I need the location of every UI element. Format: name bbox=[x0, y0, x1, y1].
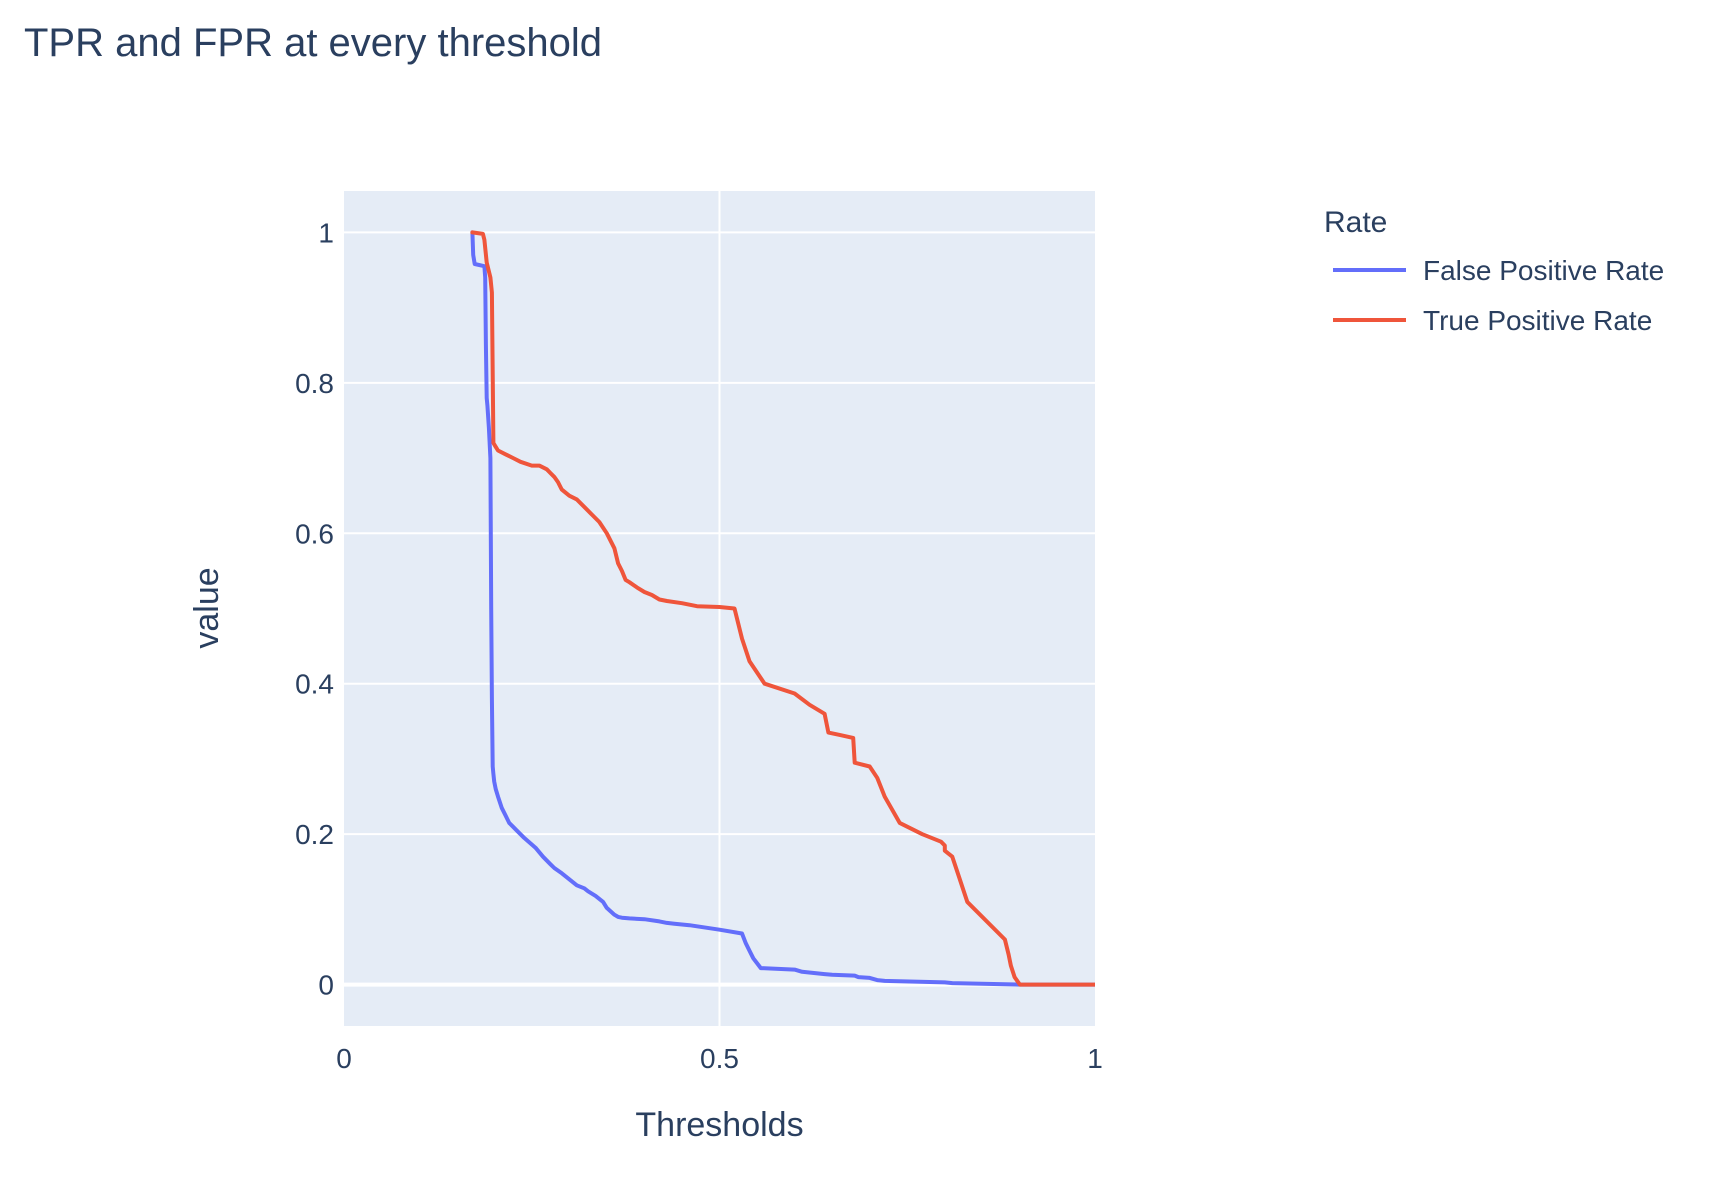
legend-label: False Positive Rate bbox=[1423, 255, 1664, 286]
series-line bbox=[470, 230, 1095, 987]
y-tick-label: 0 bbox=[318, 970, 334, 1001]
y-tick-label: 0.4 bbox=[295, 669, 334, 700]
x-tick-label: 0 bbox=[336, 1043, 352, 1074]
legend-items: False Positive Rate True Positive Rate bbox=[1333, 255, 1664, 336]
x-tick-label: 0.5 bbox=[700, 1043, 739, 1074]
y-tick-label: 1 bbox=[318, 217, 334, 248]
x-tick-label: 1 bbox=[1087, 1043, 1103, 1074]
legend-title: Rate bbox=[1324, 206, 1387, 239]
y-axis-title: value bbox=[188, 567, 226, 648]
y-tick-label: 0.6 bbox=[295, 518, 334, 549]
y-tick-label: 0.2 bbox=[295, 819, 334, 850]
y-tick-label: 0.8 bbox=[295, 368, 334, 399]
legend-label: True Positive Rate bbox=[1423, 305, 1652, 336]
chart-title: TPR and FPR at every threshold bbox=[24, 21, 602, 65]
x-tick-labels: 0 0.5 1 bbox=[336, 1043, 1103, 1074]
series-line bbox=[470, 230, 1095, 987]
series-lines bbox=[470, 230, 1095, 987]
legend: Rate False Positive Rate True Positive Ra… bbox=[1324, 206, 1664, 336]
x-axis-title: Thresholds bbox=[635, 1106, 803, 1144]
y-tick-labels: 0 0.2 0.4 0.6 0.8 1 bbox=[295, 217, 334, 1000]
